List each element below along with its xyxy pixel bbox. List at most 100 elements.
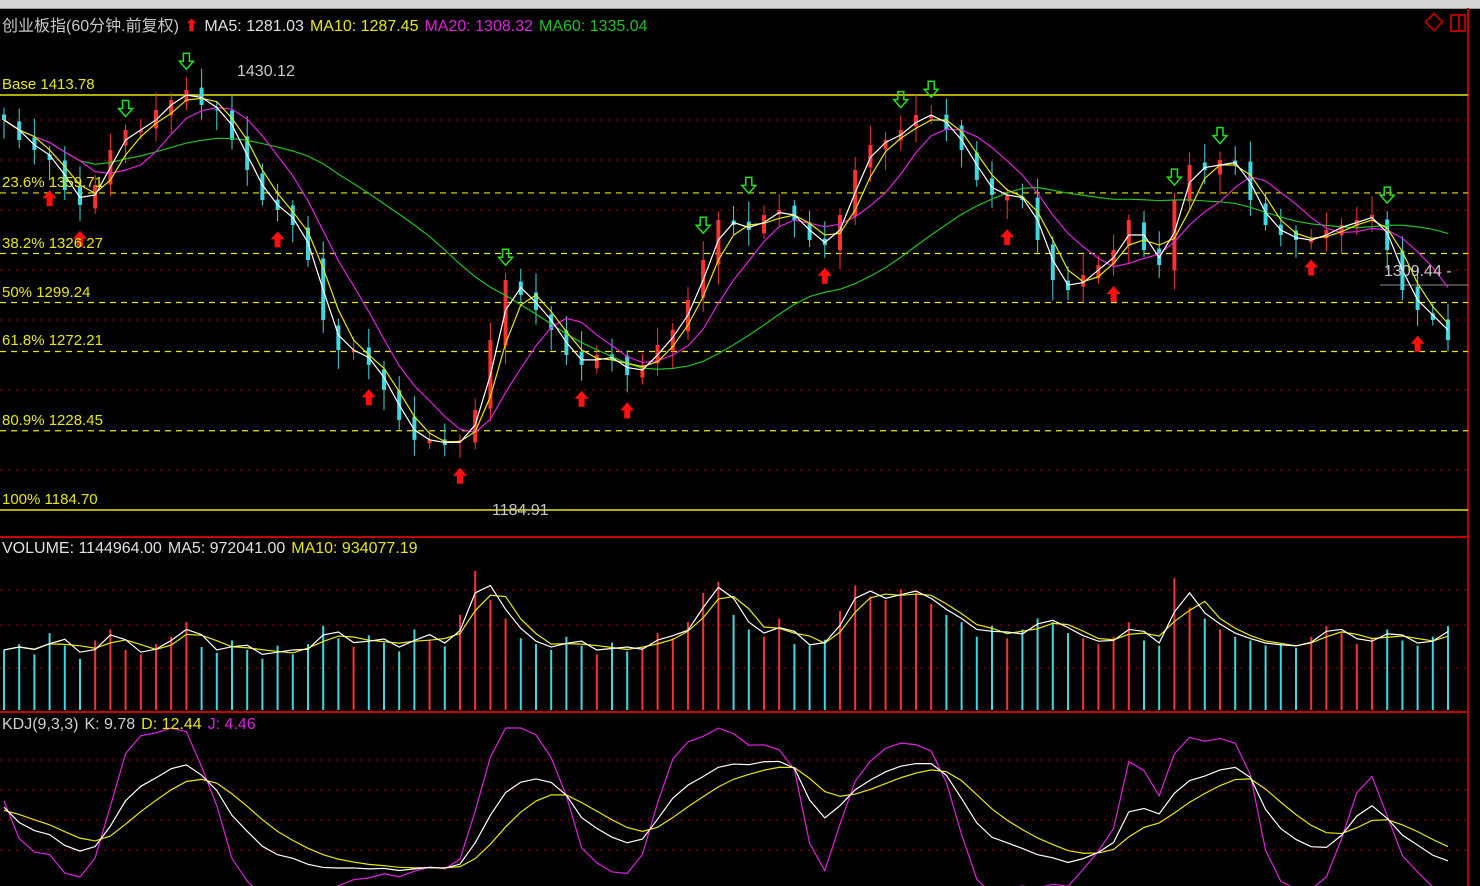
high-price-label: 1430.12 (237, 63, 295, 80)
fib-level-label: 23.6% 1359.71 (2, 173, 103, 191)
candle-body (245, 136, 250, 170)
candle-body (1035, 197, 1040, 241)
ma5-value: MA5: 1281.03 (204, 18, 304, 35)
candle-body (214, 109, 219, 111)
candle-body (169, 100, 174, 116)
current-price-label: 1309.44 - (1384, 263, 1452, 280)
candle-body (138, 129, 143, 133)
candle-body (579, 351, 584, 365)
candle-body (336, 325, 341, 351)
buy-signal-arrow-icon (270, 231, 285, 248)
candle-body (1050, 244, 1055, 281)
buy-signal-arrow-icon (574, 390, 589, 407)
kdj-k-line (3, 760, 1449, 872)
candle-body (1172, 200, 1177, 271)
candle-body (670, 329, 675, 351)
candle-body (762, 215, 766, 234)
buy-signal-arrow-icon (1000, 229, 1015, 246)
candle-body (914, 115, 918, 127)
fib-level-label: Base 1413.78 (2, 76, 95, 93)
candle-body (382, 369, 386, 390)
sell-signal-arrow-icon (740, 176, 758, 195)
ma20-line (3, 106, 1449, 434)
candle-body (458, 439, 462, 441)
fib-level-label: 100% 1184.70 (2, 491, 98, 508)
sell-signal-arrow-icon (1211, 126, 1229, 145)
candle-body (1339, 225, 1344, 236)
fib-level-label: 61.8% 1272.21 (2, 332, 103, 350)
sell-signal-arrow-icon (1165, 168, 1184, 187)
candle-body (351, 350, 356, 352)
candle-body (549, 314, 554, 330)
candle-body (1309, 240, 1314, 243)
sell-signal-arrow-icon (694, 216, 712, 235)
buy-signal-arrow-icon (361, 389, 376, 406)
candle-body (534, 292, 538, 310)
candle-body (1096, 265, 1101, 279)
candle-body (1081, 275, 1086, 287)
candle-body (32, 137, 37, 151)
window-top-bar (0, 0, 1480, 9)
buy-signal-arrow-icon (73, 230, 87, 247)
candle-body (1370, 215, 1374, 218)
candle-body (427, 439, 432, 444)
candle-body (1294, 230, 1298, 241)
sell-signal-arrow-icon (177, 52, 196, 71)
candle-body (746, 221, 751, 230)
candle-body (1415, 286, 1420, 310)
volume-header: VOLUME: 1144964.00 MA5: 972041.00 MA10: 93… (2, 540, 424, 558)
kdj-k-value: K: 9.78 (84, 716, 136, 733)
candle-body (260, 173, 265, 201)
up-arrow-icon: ⬆ (184, 18, 199, 35)
candle-body (47, 154, 52, 160)
kdj-name: KDJ(9,3,3) (2, 716, 79, 733)
candle-body (93, 185, 98, 209)
sell-signal-arrow-icon (892, 90, 910, 109)
candle-body (1354, 219, 1359, 227)
kdj-j-value: J: 4.46 (207, 716, 256, 733)
sell-signal-arrow-icon (1378, 186, 1396, 205)
fib-level-label: 50% 1299.24 (2, 283, 91, 301)
candle-body (625, 355, 630, 376)
chart-title: 创业板指(60分钟.前复权) (2, 18, 179, 35)
candle-body (974, 152, 979, 180)
sell-signal-arrow-icon (116, 99, 135, 118)
ma10-line (3, 97, 1449, 443)
buy-signal-arrow-icon (1304, 259, 1319, 276)
kdj-j-line (3, 727, 1433, 886)
buy-signal-arrow-icon (817, 267, 832, 284)
candle-body (1248, 161, 1253, 201)
candle-body (503, 280, 508, 346)
candle-body (883, 139, 888, 150)
candle-body (184, 90, 189, 102)
ma60-value: MA60: 1335.04 (539, 18, 648, 35)
panel-toggle-icon[interactable] (1450, 14, 1466, 32)
candle-body (412, 416, 417, 440)
kdj-d-line (3, 766, 1449, 869)
candle-body (78, 186, 82, 205)
candle-body (1385, 219, 1390, 251)
candle-body (1218, 160, 1222, 175)
sell-signal-arrow-icon (922, 80, 940, 99)
ma60-line (3, 119, 1449, 370)
buy-signal-arrow-icon (1410, 335, 1425, 352)
candle-body (1324, 229, 1329, 239)
candle-body (1142, 222, 1146, 251)
kdj-d-value: D: 12.44 (141, 716, 202, 733)
candle-body (929, 115, 934, 119)
candle-body (959, 125, 964, 151)
candle-body (594, 354, 599, 369)
candle-body (290, 205, 295, 226)
buy-signal-arrow-icon (453, 467, 467, 484)
candle-body (1263, 203, 1268, 226)
candle-body (716, 219, 721, 265)
candle-body (807, 222, 812, 241)
volume-value: VOLUME: 1144964.00 (2, 540, 162, 557)
fib-level-label: 80.9% 1228.45 (2, 411, 103, 429)
candle-body (199, 87, 204, 105)
candle-body (640, 364, 645, 378)
volume-ma10-value: MA10: 934077.19 (291, 540, 418, 557)
volume-ma5-value: MA5: 972041.00 (167, 540, 286, 557)
candle-body (1430, 313, 1435, 320)
